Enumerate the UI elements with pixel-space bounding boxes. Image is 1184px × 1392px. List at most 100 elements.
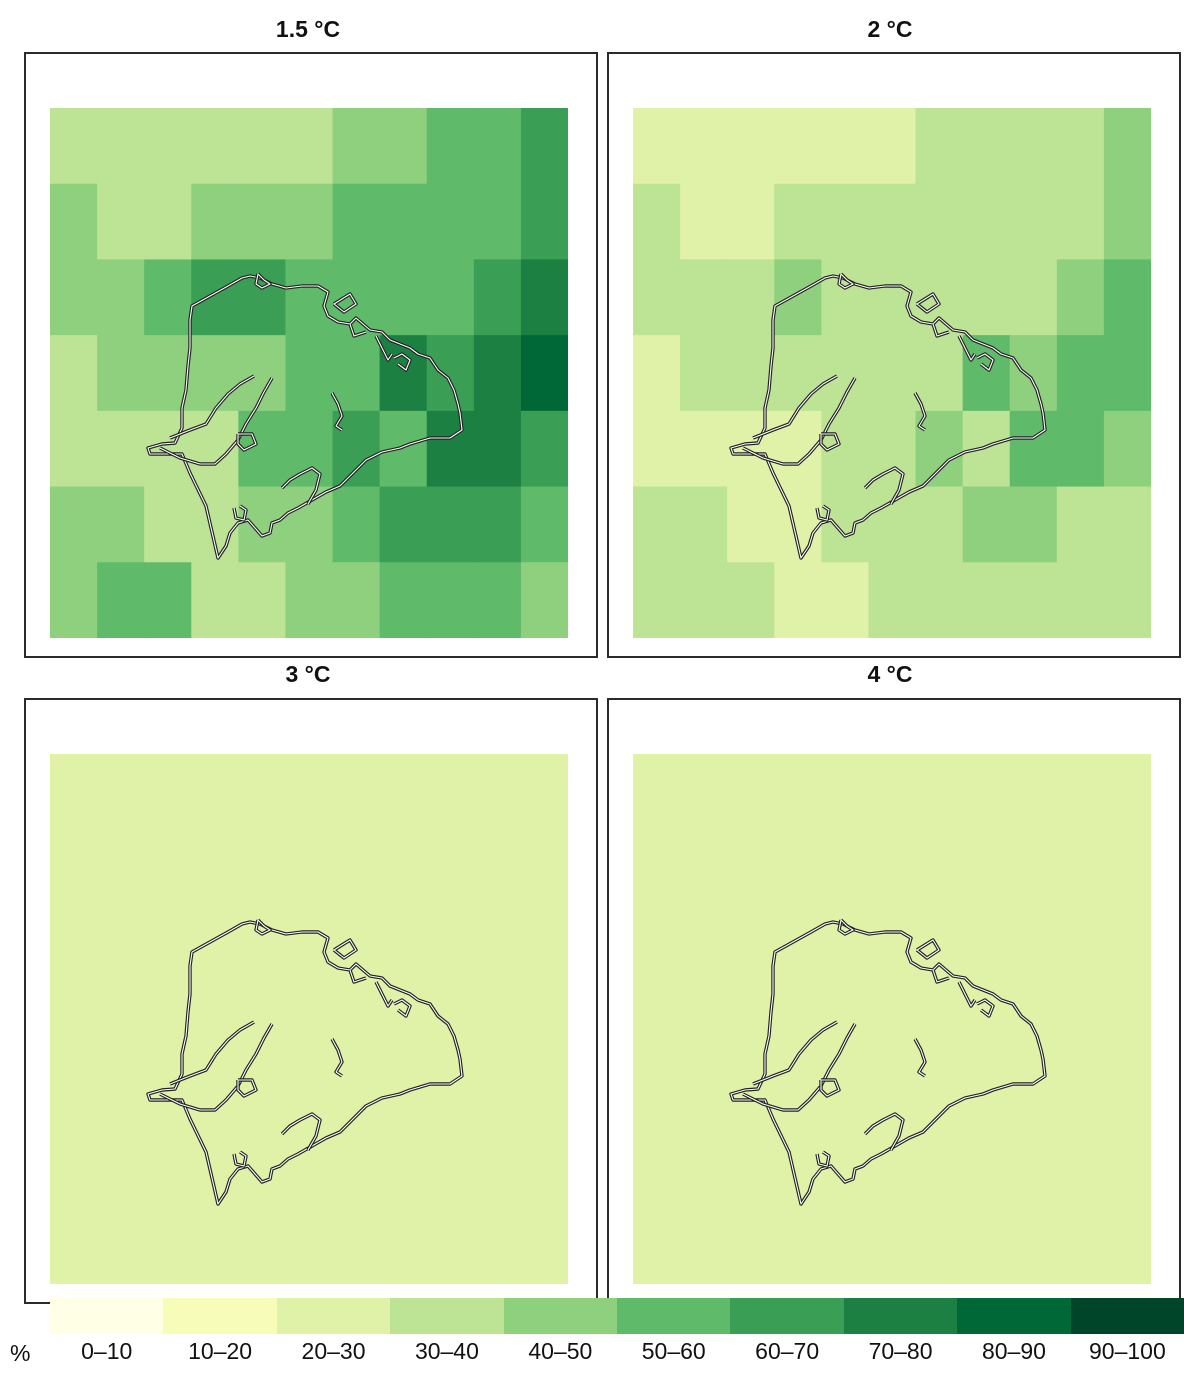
coastline	[146, 272, 464, 560]
grid-cell	[238, 754, 287, 831]
grid-cell	[144, 259, 192, 336]
grid-cell	[727, 1132, 775, 1209]
grid-cell	[379, 981, 428, 1058]
grid-cell	[868, 1056, 917, 1134]
legend-label: 70–80	[868, 1338, 933, 1364]
grid-cell	[473, 1056, 522, 1134]
grid-cell	[633, 335, 681, 412]
grid-cell	[727, 1056, 775, 1134]
grid-cell	[50, 259, 98, 336]
grid-cell	[520, 754, 568, 831]
grid-cell	[774, 754, 822, 831]
grid-cell	[426, 335, 475, 412]
grid-cell	[426, 410, 475, 488]
grid-cell	[868, 183, 917, 261]
grid-cell	[915, 1056, 964, 1134]
map-panel	[607, 698, 1181, 1304]
grid-cell	[473, 335, 522, 412]
grid-cell	[379, 562, 428, 638]
grid-cell	[680, 1056, 728, 1134]
grid-cell	[1009, 108, 1058, 185]
grid-cell	[680, 905, 728, 982]
grid-cell	[680, 486, 728, 563]
grid-cell	[1103, 1208, 1151, 1284]
grid-cell	[727, 183, 775, 261]
grid-cell	[680, 259, 728, 336]
grid-cell	[97, 1132, 145, 1209]
grid-cell	[962, 486, 1011, 563]
map-panel	[24, 52, 598, 658]
grid-cell	[868, 410, 917, 488]
grid-cell	[774, 183, 822, 261]
grid-cell	[633, 981, 681, 1058]
grid-cell	[97, 108, 145, 185]
grid-cell	[633, 905, 681, 982]
grid-cell	[962, 829, 1011, 907]
grid-cell	[238, 108, 287, 185]
grid-cell	[821, 562, 870, 638]
map-panel	[24, 698, 598, 1304]
grid-cell	[1009, 981, 1058, 1058]
grid-cell	[144, 1208, 192, 1284]
grid-cell	[238, 486, 287, 563]
grid-cell	[915, 829, 964, 907]
grid-cell	[680, 108, 728, 185]
grid-cell	[915, 562, 964, 638]
grid-cell	[821, 829, 870, 907]
grid-cell	[191, 108, 239, 185]
grid-cell	[50, 829, 98, 907]
grid-cell	[680, 754, 728, 831]
grid-cell	[821, 108, 870, 185]
grid-cell	[144, 108, 192, 185]
grid-cell	[821, 1208, 870, 1284]
grid-cell	[473, 259, 522, 336]
legend-swatch	[617, 1298, 731, 1334]
grid-cell	[680, 183, 728, 261]
grid-cell	[868, 486, 917, 563]
grid-cell	[144, 905, 192, 982]
grid-cell	[332, 410, 381, 488]
legend-label: 10–20	[188, 1338, 253, 1364]
grid-cell	[332, 1132, 381, 1209]
grid-cell	[520, 486, 568, 563]
grid-cell	[727, 259, 775, 336]
grid-cell	[633, 410, 681, 488]
grid-cell	[191, 1208, 239, 1284]
grid-cell	[379, 259, 428, 336]
grid-cell	[774, 562, 822, 638]
grid-cell	[680, 410, 728, 488]
grid-cell	[520, 1208, 568, 1284]
grid-cell	[1009, 1056, 1058, 1134]
grid-cell	[1009, 562, 1058, 638]
grid-cell	[50, 108, 98, 185]
grid-cell	[1009, 905, 1058, 982]
grid-cell	[680, 562, 728, 638]
grid-cell	[426, 259, 475, 336]
grid-cell	[633, 183, 681, 261]
grid-cell	[332, 259, 381, 336]
grid-cell	[821, 754, 870, 831]
grid-cell	[97, 335, 145, 412]
grid-cell	[97, 1208, 145, 1284]
legend-label: 90–100	[1088, 1338, 1166, 1364]
grid-cell	[379, 486, 428, 563]
grid-cell	[426, 562, 475, 638]
grid-cell	[191, 562, 239, 638]
grid-cell	[97, 829, 145, 907]
grid-cell	[473, 183, 522, 261]
grid-cell	[238, 562, 287, 638]
grid-cell	[821, 259, 870, 336]
grid-cell	[97, 562, 145, 638]
grid-cell	[633, 259, 681, 336]
grid-cell	[1009, 1132, 1058, 1209]
grid-cell	[97, 259, 145, 336]
grid-cell	[1009, 486, 1058, 563]
grid-cell	[1103, 335, 1151, 412]
grid-cell	[520, 905, 568, 982]
grid-cell	[238, 259, 287, 336]
grid-cell	[915, 486, 964, 563]
grid-cell	[97, 183, 145, 261]
grid-cell	[821, 486, 870, 563]
grid-cell	[520, 183, 568, 261]
legend-swatch	[503, 1298, 618, 1334]
